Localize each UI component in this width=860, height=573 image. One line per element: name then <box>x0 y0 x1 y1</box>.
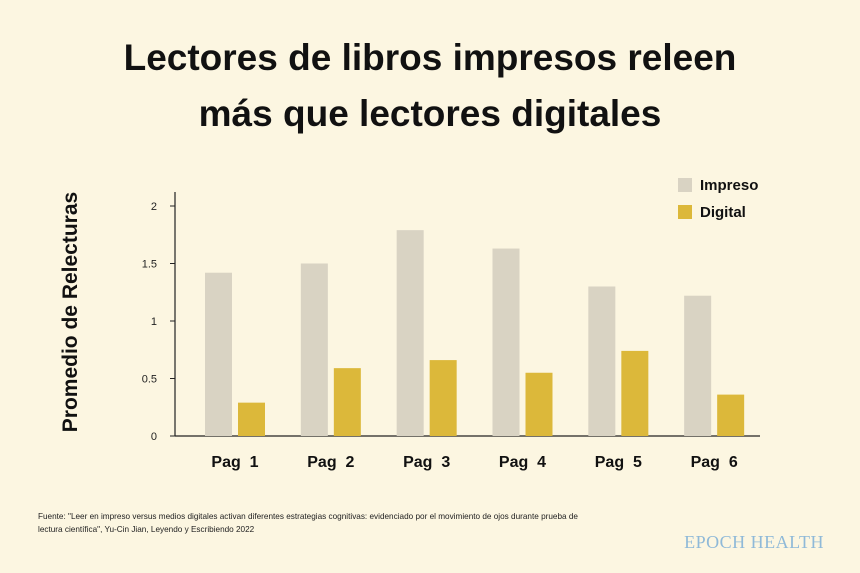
x-tick-label: Pag 3 <box>403 454 450 471</box>
chart-title-line-2: más que lectores digitales <box>198 93 662 134</box>
x-tick-label: Pag 1 <box>211 454 258 471</box>
y-tick-label: 0 <box>151 431 157 443</box>
source-note: Fuente: "Leer en impreso versus medios d… <box>38 512 578 534</box>
bar-impreso-4 <box>492 248 520 436</box>
bar-impreso-2 <box>300 263 328 436</box>
bar-digital-5 <box>621 350 649 436</box>
legend-swatch-digital <box>678 205 692 219</box>
y-tick-label: 1.5 <box>142 259 157 271</box>
bar-impreso-3 <box>396 230 424 436</box>
legend-label-impreso: Impreso <box>700 177 758 194</box>
bar-digital-1 <box>238 402 265 436</box>
bar-impreso-6 <box>684 295 712 436</box>
chart-title: Lectores de libros impresos releen más q… <box>0 30 860 142</box>
y-tick-label: 2 <box>151 201 157 213</box>
bar-impreso-5 <box>588 286 616 436</box>
bar-digital-4 <box>525 372 553 436</box>
x-tick-label: Pag 2 <box>307 454 354 471</box>
chart-title-line-1: Lectores de libros impresos releen <box>123 37 737 78</box>
bar-impreso-1 <box>205 272 232 436</box>
x-tick-label: Pag 4 <box>499 454 546 471</box>
x-tick-label: Pag 5 <box>595 454 642 471</box>
bar-digital-2 <box>333 368 361 436</box>
legend-label-digital: Digital <box>700 204 746 221</box>
legend-swatch-impreso <box>678 178 692 192</box>
y-tick-label: 0.5 <box>142 374 157 386</box>
x-tick-label: Pag 6 <box>691 454 738 471</box>
bar-digital-3 <box>429 360 457 436</box>
bar-digital-6 <box>717 394 745 436</box>
brand-logo: EPOCH HEALTH <box>684 532 824 552</box>
y-tick-label: 1 <box>151 316 157 328</box>
